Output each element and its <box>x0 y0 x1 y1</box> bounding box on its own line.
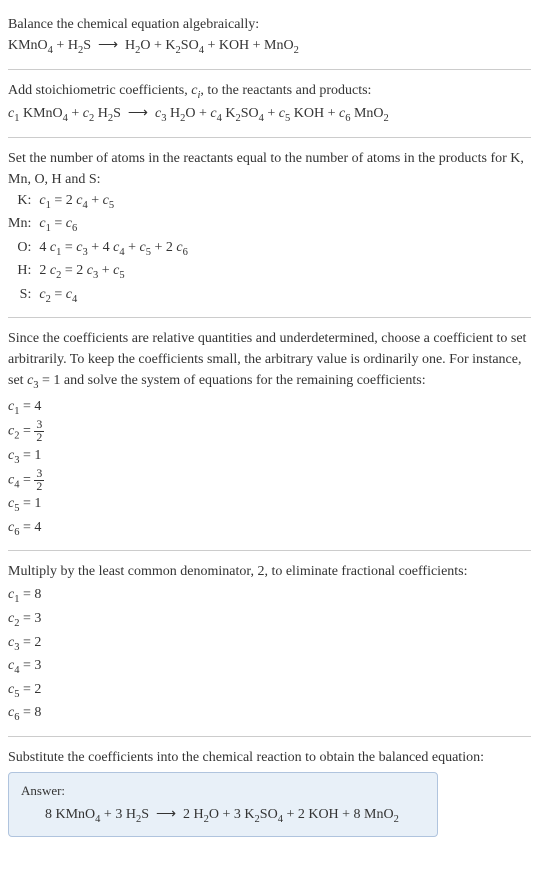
atom-equation: 2 c2 = 2 c3 + c5 <box>39 260 187 284</box>
section-balance-intro: Balance the chemical equation algebraica… <box>8 8 531 65</box>
coefficient-line: c2 = 3 <box>8 608 531 632</box>
section-multiply: Multiply by the least common denominator… <box>8 555 531 731</box>
coeff-list-integer: c1 = 8c2 = 3c3 = 2c4 = 3c5 = 2c6 = 8 <box>8 584 531 725</box>
coefficient-line: c1 = 8 <box>8 584 531 608</box>
coefficient-line: c5 = 1 <box>8 493 531 517</box>
divider <box>8 550 531 551</box>
intro-text: Balance the chemical equation algebraica… <box>8 14 531 35</box>
answer-box: Answer: 8 KMnO4 + 3 H2S ⟶ 2 H2O + 3 K2SO… <box>8 772 438 837</box>
atom-row: H:2 c2 = 2 c3 + c5 <box>8 260 188 284</box>
section-atoms: Set the number of atoms in the reactants… <box>8 142 531 314</box>
multiply-text: Multiply by the least common denominator… <box>8 561 531 582</box>
section-substitute: Substitute the coefficients into the che… <box>8 741 531 843</box>
substitute-text: Substitute the coefficients into the che… <box>8 747 531 768</box>
coeff-list-fractional: c1 = 4c2 = 32c3 = 1c4 = 32c5 = 1c6 = 4 <box>8 396 531 541</box>
coefficient-line: c4 = 3 <box>8 655 531 679</box>
coefficient-line: c2 = 32 <box>8 419 531 444</box>
divider <box>8 317 531 318</box>
section-solve: Since the coefficients are relative quan… <box>8 322 531 546</box>
divider <box>8 69 531 70</box>
atom-equation: 4 c1 = c3 + 4 c4 + c5 + 2 c6 <box>39 237 187 261</box>
coefficient-line: c4 = 32 <box>8 468 531 493</box>
atom-equation: c1 = 2 c4 + c5 <box>39 190 187 214</box>
coefficient-line: c5 = 2 <box>8 679 531 703</box>
solve-text: Since the coefficients are relative quan… <box>8 328 531 394</box>
atom-row: Mn:c1 = c6 <box>8 213 188 237</box>
answer-label: Answer: <box>21 781 425 801</box>
atom-label: O: <box>8 237 39 261</box>
atom-row: S:c2 = c4 <box>8 284 188 308</box>
atom-label: K: <box>8 190 39 214</box>
atom-label: S: <box>8 284 39 308</box>
atom-equation: c2 = c4 <box>39 284 187 308</box>
atom-equation: c1 = c6 <box>39 213 187 237</box>
atom-row: K:c1 = 2 c4 + c5 <box>8 190 188 214</box>
section-stoich: Add stoichiometric coefficients, ci, to … <box>8 74 531 133</box>
coefficient-line: c6 = 4 <box>8 517 531 541</box>
atom-label: H: <box>8 260 39 284</box>
balanced-equation: 8 KMnO4 + 3 H2S ⟶ 2 H2O + 3 K2SO4 + 2 KO… <box>21 804 425 828</box>
atoms-text: Set the number of atoms in the reactants… <box>8 148 531 190</box>
stoich-text: Add stoichiometric coefficients, ci, to … <box>8 80 531 104</box>
coefficient-line: c3 = 2 <box>8 632 531 656</box>
divider <box>8 736 531 737</box>
atom-label: Mn: <box>8 213 39 237</box>
stoich-equation: c1 KMnO4 + c2 H2S ⟶ c3 H2O + c4 K2SO4 + … <box>8 103 531 127</box>
coefficient-line: c6 = 8 <box>8 702 531 726</box>
atom-balance-table: K:c1 = 2 c4 + c5Mn:c1 = c6O:4 c1 = c3 + … <box>8 190 188 308</box>
divider <box>8 137 531 138</box>
coefficient-line: c1 = 4 <box>8 396 531 420</box>
atom-row: O:4 c1 = c3 + 4 c4 + c5 + 2 c6 <box>8 237 188 261</box>
coefficient-line: c3 = 1 <box>8 445 531 469</box>
unbalanced-equation: KMnO4 + H2S ⟶ H2O + K2SO4 + KOH + MnO2 <box>8 35 531 59</box>
